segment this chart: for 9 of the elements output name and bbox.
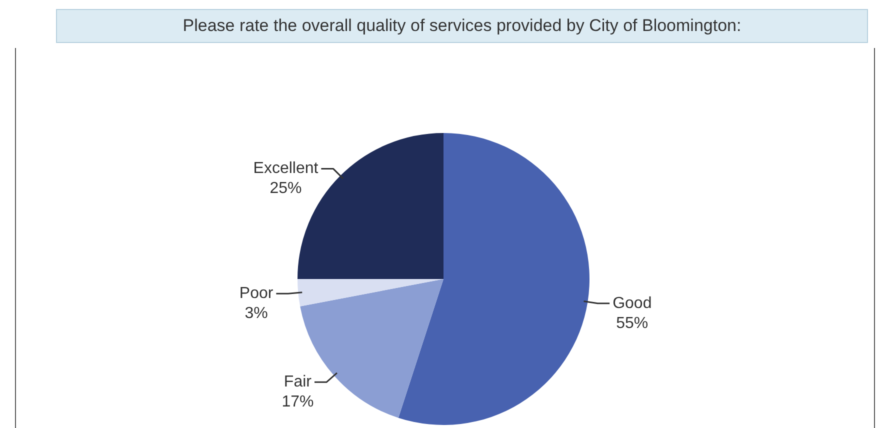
slice-label: Good [612,294,652,312]
slice-label: Poor [239,285,274,302]
data-label: 55% [616,314,648,332]
data-label: 3% [244,305,268,322]
slice-label: Fair [284,374,312,391]
data-label: 17% [282,394,314,411]
chart-title: Please rate the overall quality of services provided by City of Bloomington: [56,9,868,43]
slice-label: Excellent [253,160,319,178]
data-label: 25% [270,180,302,198]
